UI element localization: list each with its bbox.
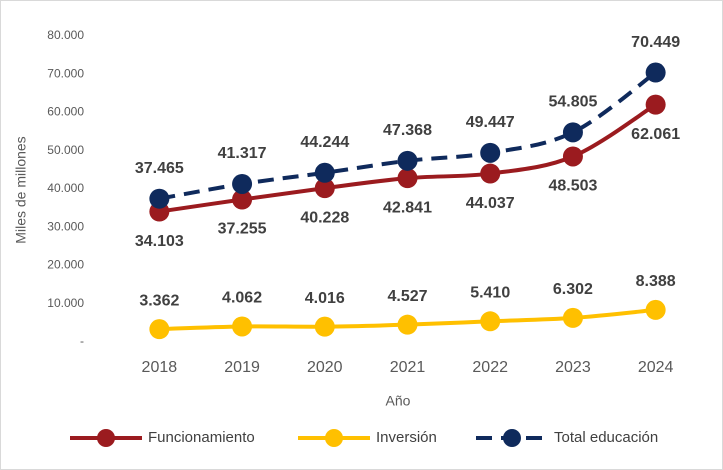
data-point bbox=[562, 307, 583, 328]
y-axis-title: Miles de millones bbox=[13, 136, 29, 243]
data-label: 54.805 bbox=[548, 94, 597, 111]
data-point bbox=[397, 314, 418, 335]
x-tick-label: 2023 bbox=[555, 359, 591, 376]
data-label: 48.503 bbox=[548, 178, 597, 195]
data-label: 5.410 bbox=[470, 285, 510, 302]
data-point bbox=[314, 316, 335, 337]
y-tick-label: 40.000 bbox=[47, 181, 84, 195]
data-label: 44.037 bbox=[466, 195, 515, 212]
data-point bbox=[645, 94, 666, 115]
data-label: 62.061 bbox=[631, 126, 680, 143]
data-point bbox=[397, 150, 418, 171]
legend-marker bbox=[325, 429, 343, 447]
data-point bbox=[480, 311, 501, 332]
data-label: 41.317 bbox=[218, 145, 267, 162]
data-label: 49.447 bbox=[466, 114, 515, 131]
y-tick-label: 20.000 bbox=[47, 258, 84, 272]
data-label: 37.255 bbox=[218, 221, 267, 238]
data-point bbox=[149, 188, 170, 209]
y-tick-label: 70.000 bbox=[47, 66, 84, 80]
data-label: 4.527 bbox=[387, 288, 427, 305]
data-point bbox=[645, 299, 666, 320]
y-tick-label: 80.000 bbox=[47, 28, 84, 42]
x-tick-label: 2018 bbox=[142, 359, 178, 376]
x-tick-label: 2021 bbox=[390, 359, 426, 376]
data-point bbox=[232, 189, 253, 210]
data-label: 6.302 bbox=[553, 281, 593, 298]
data-label: 70.449 bbox=[631, 34, 680, 51]
data-label: 4.016 bbox=[305, 290, 345, 307]
data-label: 3.362 bbox=[139, 292, 179, 309]
data-point bbox=[480, 163, 501, 184]
data-label: 47.368 bbox=[383, 122, 432, 139]
data-label: 34.103 bbox=[135, 233, 184, 250]
x-axis-title: Año bbox=[386, 393, 411, 409]
data-point bbox=[562, 146, 583, 167]
x-tick-label: 2019 bbox=[224, 359, 260, 376]
data-point bbox=[232, 316, 253, 337]
x-tick-label: 2024 bbox=[638, 359, 674, 376]
y-tick-label: 60.000 bbox=[47, 105, 84, 119]
y-tick-label: - bbox=[80, 334, 84, 348]
x-tick-label: 2022 bbox=[472, 359, 508, 376]
y-tick-label: 10.000 bbox=[47, 296, 84, 310]
x-tick-label: 2020 bbox=[307, 359, 343, 376]
data-point bbox=[645, 62, 666, 83]
legend-label: Inversión bbox=[376, 429, 437, 446]
data-label: 42.841 bbox=[383, 199, 432, 216]
data-label: 40.228 bbox=[300, 209, 349, 226]
data-label: 44.244 bbox=[300, 134, 349, 151]
legend-label: Funcionamiento bbox=[148, 429, 255, 446]
data-point bbox=[480, 142, 501, 163]
data-point bbox=[149, 319, 170, 340]
legend-marker bbox=[503, 429, 521, 447]
data-point bbox=[314, 162, 335, 183]
legend-label: Total educación bbox=[554, 429, 658, 446]
data-point bbox=[562, 122, 583, 143]
y-tick-label: 30.000 bbox=[47, 219, 84, 233]
legend-marker bbox=[97, 429, 115, 447]
data-label: 4.062 bbox=[222, 290, 262, 307]
data-point bbox=[232, 173, 253, 194]
data-label: 8.388 bbox=[636, 273, 676, 290]
data-point bbox=[314, 178, 335, 199]
data-label: 37.465 bbox=[135, 160, 184, 177]
data-point bbox=[397, 168, 418, 189]
y-tick-label: 50.000 bbox=[47, 143, 84, 157]
